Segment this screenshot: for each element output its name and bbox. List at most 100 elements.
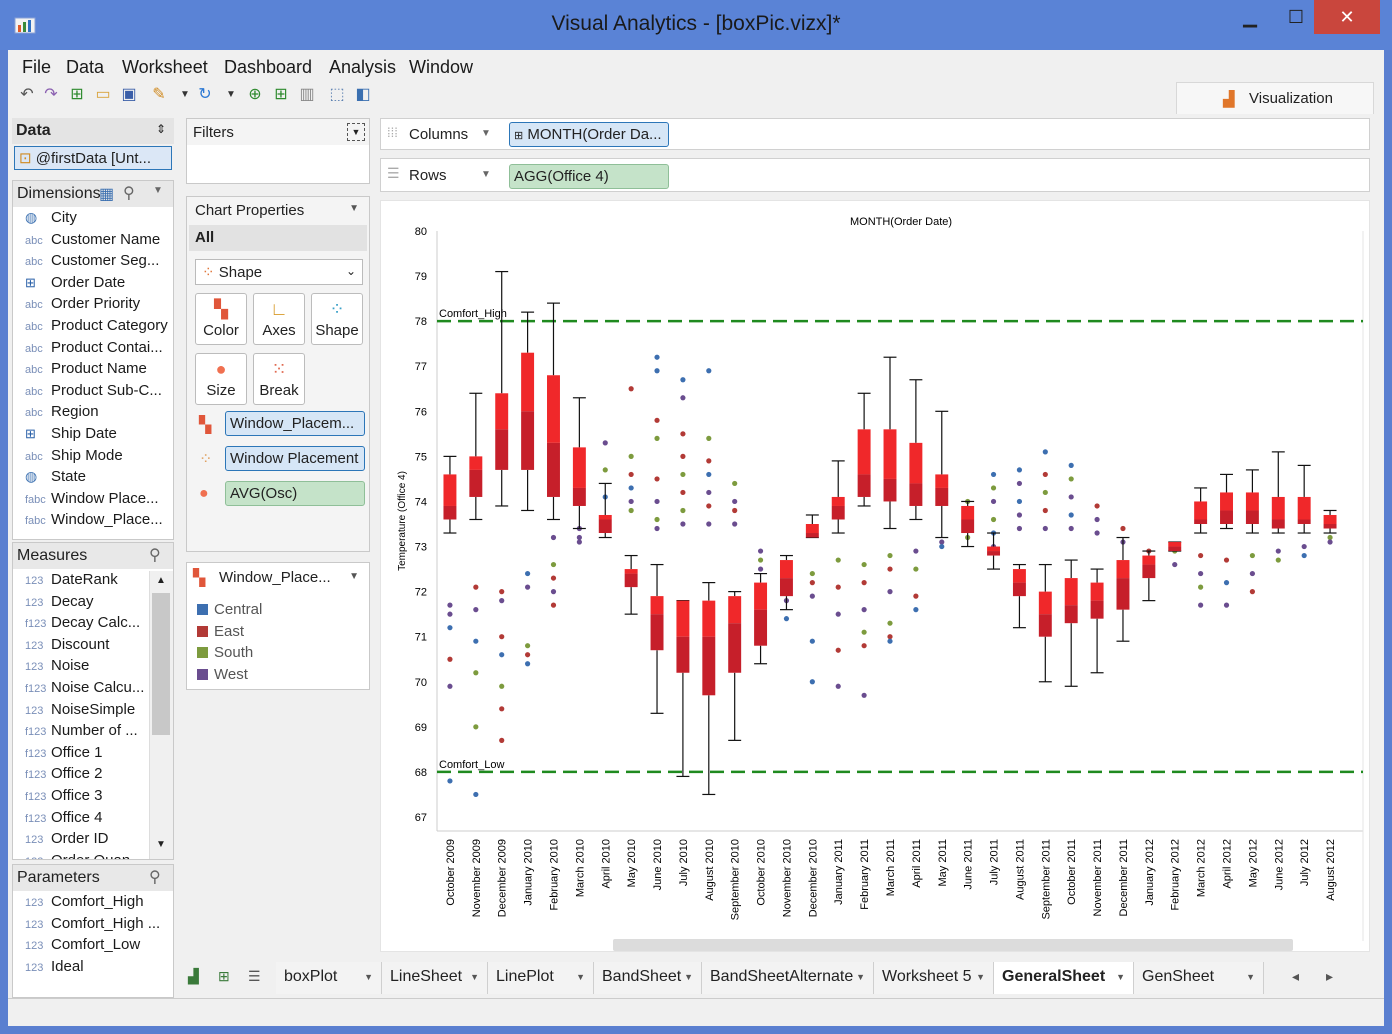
legend-item-east[interactable]: East: [197, 623, 244, 640]
rows-dropdown-icon[interactable]: ▼: [481, 169, 491, 180]
dimension-field[interactable]: ◍ City: [25, 209, 77, 226]
parameter-field[interactable]: 123 Comfort_High ...: [25, 915, 160, 932]
new-dashboard-icon[interactable]: ⊞: [274, 86, 288, 103]
legend-item-south[interactable]: South: [197, 644, 253, 661]
measure-field[interactable]: f123 Office 4: [25, 809, 102, 826]
measure-field[interactable]: 123 NoiseSimple: [25, 701, 135, 718]
menu-file[interactable]: File: [22, 57, 52, 77]
legend-menu-icon[interactable]: ▼: [349, 571, 359, 582]
measures-search-icon[interactable]: ⚲: [149, 547, 161, 564]
dimension-field[interactable]: fabc Window Place...: [25, 490, 159, 507]
legend-item-central[interactable]: Central: [197, 601, 262, 618]
mark-type-select[interactable]: ⁘ Shape ⌄: [195, 259, 363, 285]
sheet-tab[interactable]: LineSheet ▼: [382, 962, 488, 994]
dimension-field[interactable]: abc Order Priority: [25, 295, 140, 312]
menu-analysis[interactable]: Analysis: [329, 57, 397, 77]
dimension-field[interactable]: abc Region: [25, 403, 99, 420]
open-folder-icon[interactable]: ▭: [95, 86, 111, 103]
rows-pill[interactable]: AGG(Office 4): [509, 164, 669, 189]
filters-menu-icon[interactable]: ▼: [347, 123, 365, 141]
sheet-list-icon[interactable]: ☰: [248, 968, 261, 984]
sheet-tab[interactable]: GenSheet ▼: [1134, 962, 1264, 994]
measure-field[interactable]: f123 Noise Calcu...: [25, 679, 144, 696]
data-source-item[interactable]: ⊡ @firstData [Unt...: [14, 146, 172, 170]
sheet-tab[interactable]: BandSheet ▼: [594, 962, 702, 994]
sheet-tab-dropdown-icon[interactable]: ▼: [976, 972, 985, 982]
dimension-field[interactable]: abc Customer Seg...: [25, 252, 159, 269]
redo-icon[interactable]: ↷: [44, 86, 58, 103]
sheet-tab-dropdown-icon[interactable]: ▼: [856, 972, 865, 982]
measure-field[interactable]: 123 DateRank: [25, 571, 118, 588]
color-encoding-pill[interactable]: Window_Placem...: [225, 411, 365, 436]
scroll-up-icon[interactable]: ▲: [156, 575, 166, 586]
tab-scroll-left-icon[interactable]: ◂: [1292, 968, 1300, 984]
chart-scrollbar-thumb[interactable]: [613, 939, 1293, 951]
menu-worksheet[interactable]: Worksheet: [122, 57, 208, 77]
layout-icon[interactable]: ◧: [355, 86, 371, 103]
measure-field[interactable]: 123 Noise: [25, 657, 89, 674]
color-button[interactable]: ▚ Color: [195, 293, 247, 345]
auto-update-icon[interactable]: ✎: [152, 86, 166, 103]
columns-pill[interactable]: ⊞ MONTH(Order Da...: [509, 122, 669, 147]
menu-data[interactable]: Data: [66, 57, 105, 77]
parameter-field[interactable]: 123 Comfort_High: [25, 893, 144, 910]
size-encoding-pill[interactable]: AVG(Osc): [225, 481, 365, 506]
sheet-tab[interactable]: GeneralSheet ▼: [994, 962, 1134, 994]
maximize-button[interactable]: ☐: [1287, 7, 1305, 27]
undo-icon[interactable]: ↶: [20, 86, 34, 103]
shape-button[interactable]: ⁘ Shape: [311, 293, 363, 345]
refresh-dropdown-icon[interactable]: ▼: [226, 89, 236, 100]
columns-shelf[interactable]: ⁞⁞⁞ Columns ▼ ⊞ MONTH(Order Da...: [380, 118, 1370, 150]
dimension-field[interactable]: abc Product Name: [25, 360, 147, 377]
dimension-field[interactable]: ◍ State: [25, 468, 86, 485]
data-panel-sort-icon[interactable]: ⇕: [155, 122, 166, 136]
axes-button[interactable]: ∟ Axes: [253, 293, 305, 345]
sheet-tab[interactable]: Worksheet 5 ▼: [874, 962, 994, 994]
measure-field[interactable]: f123 Office 3: [25, 787, 102, 804]
new-dashboard-tab-icon[interactable]: ⊞: [218, 968, 230, 984]
bar-chart-icon[interactable]: ▥: [299, 86, 315, 103]
scroll-down-icon[interactable]: ▼: [156, 839, 166, 850]
parameter-field[interactable]: 123 Comfort_Low: [25, 936, 140, 953]
break-button[interactable]: ⁙ Break: [253, 353, 305, 405]
dimension-field[interactable]: abc Customer Name: [25, 231, 160, 248]
sheet-tab-dropdown-icon[interactable]: ▼: [1116, 972, 1125, 982]
measures-scrollbar[interactable]: ▲ ▼: [149, 571, 173, 859]
dimension-field[interactable]: ⊞ Order Date: [25, 274, 125, 291]
size-button[interactable]: ● Size: [195, 353, 247, 405]
select-icon[interactable]: ⬚: [329, 86, 345, 103]
sheet-tab[interactable]: LinePlot ▼: [488, 962, 594, 994]
new-worksheet-tab-icon[interactable]: ▟: [188, 968, 199, 984]
sheet-tab-dropdown-icon[interactable]: ▼: [576, 972, 585, 982]
measure-field[interactable]: f123 Office 1: [25, 744, 102, 761]
measure-field[interactable]: f123 Decay Calc...: [25, 614, 140, 631]
dimension-field[interactable]: ⊞ Ship Date: [25, 425, 117, 442]
auto-update-dropdown-icon[interactable]: ▼: [180, 89, 190, 100]
dimension-field[interactable]: abc Product Category: [25, 317, 168, 334]
shape-encoding-pill[interactable]: Window Placement: [225, 446, 365, 471]
dimension-field[interactable]: abc Product Sub-C...: [25, 382, 162, 399]
sheet-tab[interactable]: BandSheetAlternate ▼: [702, 962, 874, 994]
sheet-tab-dropdown-icon[interactable]: ▼: [1246, 972, 1255, 982]
dimensions-menu-icon[interactable]: ▼: [153, 185, 163, 196]
dimension-field[interactable]: abc Product Contai...: [25, 339, 163, 356]
measure-field[interactable]: f123 Number of ...: [25, 722, 138, 739]
box-plot-chart[interactable]: MONTH(Order Date) Temperature (Office 4) 6…: [381, 201, 1371, 953]
minimize-button[interactable]: ▁: [1243, 7, 1257, 27]
chart-properties-menu-icon[interactable]: ▼: [349, 203, 359, 214]
visualization-tab[interactable]: ▟ Visualization: [1176, 82, 1374, 114]
dimensions-search-icon[interactable]: ⚲: [123, 185, 135, 202]
new-worksheet-icon[interactable]: ⊕: [248, 86, 262, 103]
measures-scroll-thumb[interactable]: [152, 593, 170, 735]
sheet-tab[interactable]: boxPlot ▼: [276, 962, 382, 994]
rows-shelf[interactable]: ☰ Rows ▼ AGG(Office 4): [380, 158, 1370, 192]
sheet-tab-dropdown-icon[interactable]: ▼: [470, 972, 479, 982]
columns-dropdown-icon[interactable]: ▼: [481, 128, 491, 139]
refresh-icon[interactable]: ↻: [198, 86, 212, 103]
all-marks-label[interactable]: All: [189, 225, 367, 251]
tab-scroll-right-icon[interactable]: ▸: [1326, 968, 1334, 984]
legend-item-west[interactable]: West: [197, 666, 248, 683]
measure-field[interactable]: 123 Order ID: [25, 830, 109, 847]
dimension-field[interactable]: abc Ship Mode: [25, 447, 123, 464]
